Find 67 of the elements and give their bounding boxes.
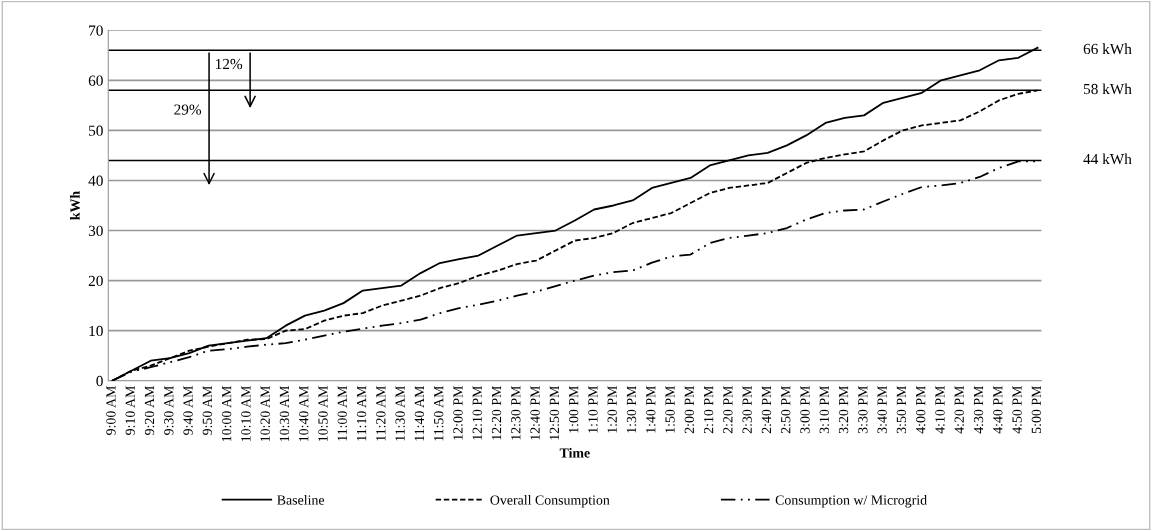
x-tick-label: 2:30 PM — [742, 385, 752, 434]
y-tick-label: 50 — [89, 125, 103, 136]
ref-line-label: 44 kWh — [1083, 153, 1132, 165]
y-tick-label: 30 — [88, 225, 103, 236]
x-tick-label: 12:10 PM — [472, 385, 482, 440]
y-tick-label: 70 — [89, 25, 103, 36]
x-tick-label: 4:20 PM — [954, 385, 964, 434]
x-tick-label: 1:30 PM — [626, 385, 637, 433]
x-tick-label: 10:00 AM — [221, 386, 232, 442]
x-tick-label: 4:40 PM — [993, 385, 1003, 434]
x-tick-label: 2:50 PM — [781, 385, 791, 434]
x-tick-label: 10:10 AM — [241, 386, 251, 442]
x-tick-label: 3:40 PM — [877, 385, 887, 434]
x-tick-label: 12:20 PM — [491, 385, 502, 440]
x-tick-label: 10:20 AM — [260, 386, 270, 442]
x-tick-label: 1:00 PM — [568, 385, 579, 433]
x-tick-label: 9:00 AM — [106, 386, 116, 435]
x-tick-label: 5:00 PM — [1031, 385, 1042, 434]
y-tick-label: 20 — [88, 275, 103, 287]
x-tick-label: 3:10 PM — [819, 385, 830, 434]
x-tick-label: 12:40 PM — [530, 385, 540, 440]
x-tick-label: 2:10 PM — [703, 385, 714, 434]
x-tick-label: 10:50 AM — [318, 386, 328, 442]
x-tick-label: 1:10 PM — [588, 385, 598, 433]
x-tick-label: 11:00 AM — [337, 386, 348, 441]
x-tick-label: 11:20 AM — [376, 386, 386, 441]
y-tick-label: 10 — [89, 325, 103, 337]
ref-line-label: 66 kWh — [1083, 43, 1132, 55]
x-tick-label: 3:00 PM — [800, 385, 810, 434]
x-tick-label: 2:00 PM — [684, 385, 695, 434]
x-axis-title: Time — [559, 447, 590, 458]
y-tick-label: 60 — [88, 75, 103, 86]
x-tick-label: 2:20 PM — [723, 385, 733, 434]
x-tick-label: 1:40 PM — [646, 385, 656, 433]
x-tick-label: 9:10 AM — [125, 386, 135, 435]
y-axis-title: kWh — [70, 191, 80, 220]
x-tick-label: 3:20 PM — [838, 385, 849, 434]
x-tick-label: 10:40 AM — [299, 386, 309, 442]
x-tick-label: 11:40 AM — [414, 386, 425, 441]
x-tick-label: 3:50 PM — [896, 385, 907, 434]
y-tick-label: 0 — [96, 375, 103, 387]
x-tick-label: 9:40 AM — [183, 386, 193, 435]
x-tick-label: 9:30 AM — [164, 386, 174, 435]
x-tick-label: 9:50 AM — [202, 386, 213, 435]
x-tick-label: 1:50 PM — [665, 385, 675, 433]
x-tick-label: 2:40 PM — [761, 385, 772, 434]
x-tick-label: 4:10 PM — [935, 385, 945, 434]
y-tick-label: 40 — [88, 175, 103, 186]
x-tick-label: 11:30 AM — [395, 386, 405, 441]
x-tick-label: 9:20 AM — [144, 386, 155, 435]
x-tick-label: 11:50 AM — [434, 386, 444, 441]
x-tick-label: 12:50 PM — [549, 385, 560, 440]
ref-line-label: 58 kWh — [1083, 83, 1132, 95]
legend-label: Baseline — [277, 494, 325, 505]
x-tick-label: 12:00 PM — [453, 385, 463, 440]
annotation: 12% — [216, 58, 243, 70]
legend-label: Consumption w/ Microgrid — [775, 494, 927, 508]
annotation: 29% — [174, 104, 202, 115]
x-tick-label: 10:30 AM — [279, 386, 290, 442]
x-tick-label: 11:10 AM — [356, 386, 367, 441]
legend-label: Overall Consumption — [490, 494, 610, 508]
x-tick-label: 4:30 PM — [973, 385, 984, 434]
x-tick-label: 1:20 PM — [607, 385, 617, 433]
x-tick-label: 4:50 PM — [1012, 385, 1022, 434]
x-tick-label: 4:00 PM — [915, 385, 926, 434]
x-tick-label: 12:30 PM — [511, 385, 521, 440]
x-tick-label: 3:30 PM — [858, 385, 868, 434]
